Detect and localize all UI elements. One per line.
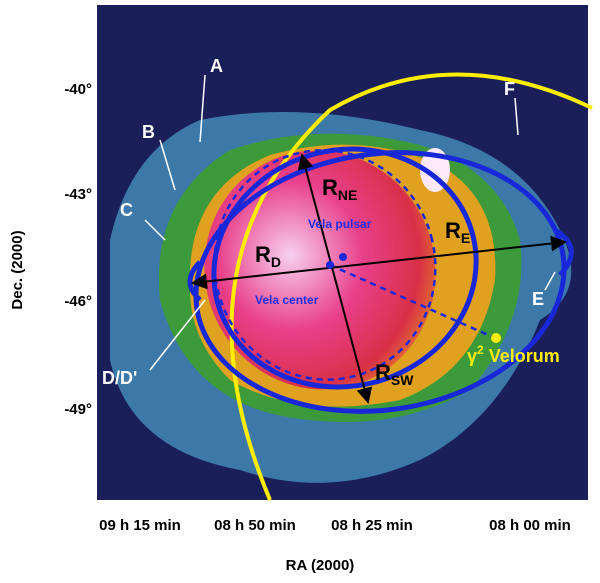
radius-main: R bbox=[375, 360, 391, 385]
y-tick-label: -43° bbox=[64, 186, 92, 203]
x-tick-label: 09 h 15 min bbox=[99, 517, 181, 534]
x-tick-label: 08 h 25 min bbox=[331, 517, 413, 534]
radius-main: R bbox=[445, 218, 461, 243]
gamma-sup: 2 bbox=[477, 343, 484, 357]
radius-label: RD bbox=[255, 242, 281, 270]
object-label: Vela pulsar bbox=[308, 217, 372, 231]
radius-sub: SW bbox=[391, 372, 414, 388]
radius-label: RSW bbox=[375, 360, 414, 388]
gamma-name: Velorum bbox=[484, 346, 560, 366]
radius-label: RE bbox=[445, 218, 470, 246]
radius-labels: RNE RD RE RSW bbox=[255, 175, 470, 388]
x-tick-label: 08 h 00 min bbox=[489, 517, 571, 534]
gamma-symbol: γ bbox=[467, 346, 477, 366]
y-tick-label: -46° bbox=[64, 293, 92, 310]
x-tick-label: 08 h 50 min bbox=[214, 517, 296, 534]
axes: -40° -43° -46° -49° 09 h 15 min 08 h 50 … bbox=[9, 81, 571, 574]
y-tick-label: -40° bbox=[64, 81, 92, 98]
region-label: F bbox=[504, 79, 515, 99]
region-label: E bbox=[532, 289, 544, 309]
radius-main: R bbox=[322, 175, 338, 200]
object-labels: Vela pulsar Vela center γ2 Velorum bbox=[255, 217, 560, 366]
radius-main: R bbox=[255, 242, 271, 267]
object-label: Vela center bbox=[255, 293, 319, 307]
overlays bbox=[144, 72, 593, 501]
region-label: B bbox=[142, 122, 155, 142]
region-label: D/D' bbox=[102, 368, 137, 388]
object-label: γ2 Velorum bbox=[467, 343, 560, 366]
annotations: A B C D/D' E F bbox=[102, 56, 544, 388]
y-axis-title: Dec. (2000) bbox=[9, 230, 26, 309]
x-axis-title: RA (2000) bbox=[286, 557, 355, 574]
radius-sub: D bbox=[271, 254, 281, 270]
radius-label: RNE bbox=[322, 175, 357, 203]
region-label: C bbox=[120, 200, 133, 220]
radius-sub: NE bbox=[338, 187, 357, 203]
radius-sub: E bbox=[461, 230, 470, 246]
y-tick-label: -49° bbox=[64, 401, 92, 418]
region-label: A bbox=[210, 56, 223, 76]
